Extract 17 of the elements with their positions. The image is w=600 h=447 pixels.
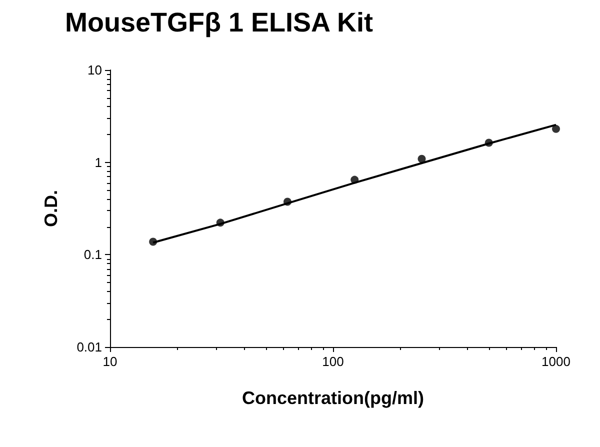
point <box>283 198 292 206</box>
point <box>350 176 359 184</box>
x-tick-label: 1000 <box>542 354 570 369</box>
x-tick-label: 100 <box>322 354 344 369</box>
point <box>418 154 426 163</box>
y-tick-label: 0.01 <box>76 340 102 354</box>
y-axis-title: O.D. <box>41 190 61 228</box>
x-axis-title: Concentration(pg/ml) <box>242 388 424 408</box>
point <box>484 138 493 147</box>
point <box>552 124 560 133</box>
chart-title: MouseTGFβ 1 ELISA Kit <box>65 8 374 38</box>
y-tick-label: 10 <box>88 62 102 78</box>
x-tick-label: 10 <box>102 354 118 369</box>
point <box>149 238 158 246</box>
y-tick-label: 0.1 <box>84 247 102 262</box>
point <box>216 218 224 227</box>
y-tick-label: 1 <box>94 154 102 170</box>
